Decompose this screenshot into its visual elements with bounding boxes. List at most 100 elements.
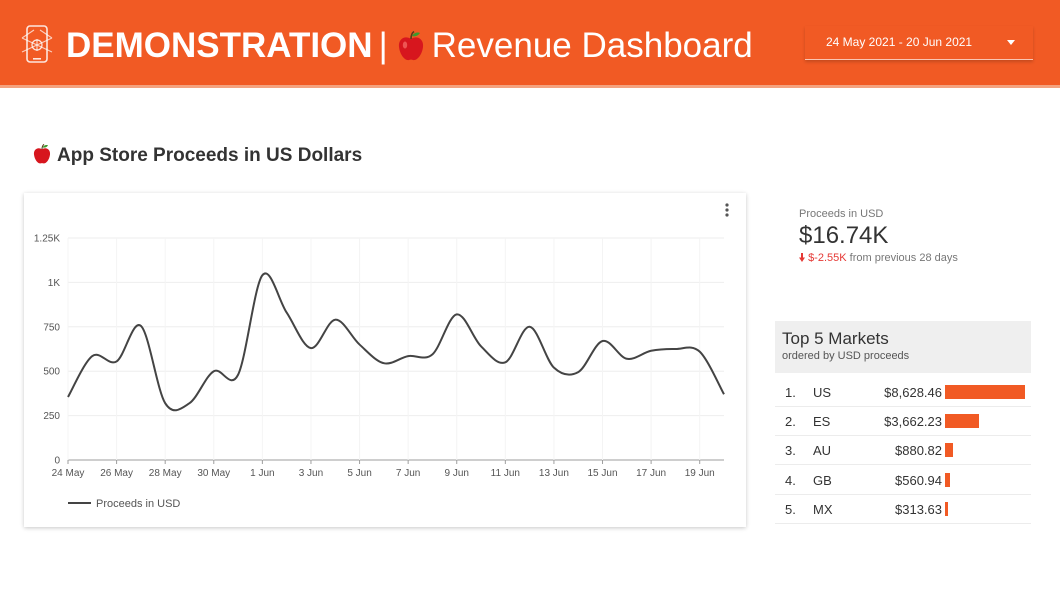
date-range-text: 24 May 2021 - 20 Jun 2021 [826, 35, 973, 49]
delta-suffix: from previous 28 days [849, 252, 958, 264]
data-point[interactable] [137, 322, 145, 330]
data-point[interactable] [234, 371, 242, 379]
page-title: DEMONSTRATION | Revenue Dashboard [66, 24, 753, 68]
market-country: AU [813, 443, 832, 459]
x-tick-label: 11 Jun [491, 468, 520, 479]
y-tick-label: 250 [43, 411, 60, 422]
market-country: ES [813, 414, 831, 430]
x-tick-label: 24 May [52, 468, 85, 479]
top-markets-header: Top 5 Markets ordered by USD proceeds [775, 321, 1031, 373]
market-bar [945, 385, 1025, 399]
data-point[interactable] [720, 390, 728, 398]
y-tick-label: 1K [48, 278, 61, 289]
market-bar [945, 472, 951, 487]
data-point[interactable] [380, 359, 388, 367]
proceeds-scorecard: Proceeds in USD $16.74K $-2.55K from pre… [799, 208, 1039, 264]
x-tick-label: 19 Jun [685, 468, 715, 479]
title-brand: DEMONSTRATION [66, 26, 373, 65]
proceeds-line-chart: 0 250 500 750 1K 1.25K 24 May 26 May 28 May 30 M… [34, 234, 728, 510]
x-tick-label: 30 May [197, 468, 230, 479]
chevron-down-icon [1007, 40, 1015, 45]
data-point[interactable] [64, 393, 72, 401]
data-point[interactable] [307, 344, 315, 352]
y-tick-label: 0 [54, 456, 60, 467]
y-axis: 0 250 500 750 1K 1.25K [34, 234, 61, 467]
y-tick-label: 500 [43, 367, 60, 378]
chart-series [64, 271, 728, 412]
data-point[interactable] [550, 364, 558, 372]
market-rank: 4. [785, 472, 796, 488]
more-vertical-icon[interactable] [721, 201, 733, 219]
section-title: App Store Proceeds in US Dollars [32, 143, 362, 169]
scorecard-value: $16.74K [799, 222, 889, 249]
date-range-selector[interactable]: 24 May 2021 - 20 Jun 2021 [805, 26, 1033, 60]
data-point[interactable] [428, 350, 436, 358]
data-point[interactable] [356, 341, 364, 349]
data-point[interactable] [623, 355, 631, 363]
data-point[interactable] [404, 352, 412, 360]
data-point[interactable] [671, 345, 679, 353]
data-point[interactable] [185, 399, 193, 407]
apple-icon [33, 143, 51, 164]
market-row: 3. AU $880.82 [775, 436, 1031, 466]
x-axis: 24 May 26 May 28 May 30 May 1 Jun 3 Jun 5 Jun 7… [52, 460, 715, 479]
y-tick-label: 750 [43, 322, 60, 333]
x-tick-label: 7 Jun [396, 468, 420, 479]
data-point[interactable] [88, 352, 96, 360]
market-amount: $8,628.46 [884, 385, 942, 400]
x-tick-label: 3 Jun [299, 468, 323, 479]
x-tick-label: 17 Jun [636, 468, 666, 479]
data-point[interactable] [283, 309, 291, 317]
proceeds-chart-card: 0 250 500 750 1K 1.25K 24 May 26 May 28 May 30 M… [24, 193, 746, 527]
x-tick-label: 28 May [149, 468, 182, 479]
y-tick-label: 1.25K [34, 234, 60, 245]
data-point[interactable] [210, 367, 218, 375]
x-tick-label: 1 Jun [250, 468, 274, 479]
data-point[interactable] [599, 337, 607, 345]
market-row: 4. GB $560.94 [775, 466, 1031, 495]
phone-dollar-icon [21, 25, 53, 63]
market-country: GB [813, 472, 832, 488]
market-rank: 5. [785, 501, 796, 517]
chart-legend[interactable]: Proceeds in USD [68, 498, 180, 510]
chart-grid [67, 237, 724, 461]
data-point[interactable] [526, 323, 534, 331]
x-tick-label: 5 Jun [347, 468, 371, 479]
data-point[interactable] [331, 316, 339, 324]
section-title-text: App Store Proceeds in US Dollars [57, 145, 363, 166]
title-separator: | [378, 26, 388, 65]
market-row: 2. ES $3,662.23 [775, 407, 1031, 437]
series-line-proceeds[interactable] [67, 272, 725, 412]
market-amount: $313.63 [895, 501, 942, 517]
data-point[interactable] [453, 310, 461, 318]
market-row: 1. US $8,628.46 [775, 378, 1031, 407]
down-arrow-icon [799, 253, 805, 262]
dashboard-header: DEMONSTRATION | Revenue Dashboard 24 May … [0, 0, 1060, 88]
market-amount: $3,662.23 [884, 414, 942, 430]
scorecard-label: Proceeds in USD [799, 208, 884, 220]
data-point[interactable] [574, 368, 582, 376]
market-rank: 1. [785, 385, 796, 400]
top-markets-subtitle: ordered by USD proceeds [782, 350, 910, 362]
market-bar [945, 414, 979, 429]
data-point[interactable] [258, 271, 266, 279]
data-point[interactable] [647, 347, 655, 355]
apple-icon [398, 30, 423, 61]
data-point[interactable] [696, 348, 704, 356]
delta-value: $-2.55K [808, 252, 847, 264]
market-bar [945, 443, 954, 458]
data-point[interactable] [501, 358, 509, 366]
title-dashboard: Revenue Dashboard [431, 26, 753, 65]
market-amount: $560.94 [895, 472, 942, 488]
market-country: US [813, 385, 832, 400]
data-point[interactable] [113, 357, 121, 365]
x-tick-label: 13 Jun [539, 468, 569, 479]
data-point[interactable] [161, 399, 169, 407]
scorecard-delta: $-2.55K from previous 28 days [799, 252, 1039, 264]
market-country: MX [813, 501, 833, 517]
x-tick-label: 9 Jun [445, 468, 469, 479]
market-rank: 2. [785, 414, 796, 430]
data-point[interactable] [477, 342, 485, 350]
market-amount: $880.82 [895, 443, 942, 459]
x-tick-label: 15 Jun [588, 468, 618, 479]
